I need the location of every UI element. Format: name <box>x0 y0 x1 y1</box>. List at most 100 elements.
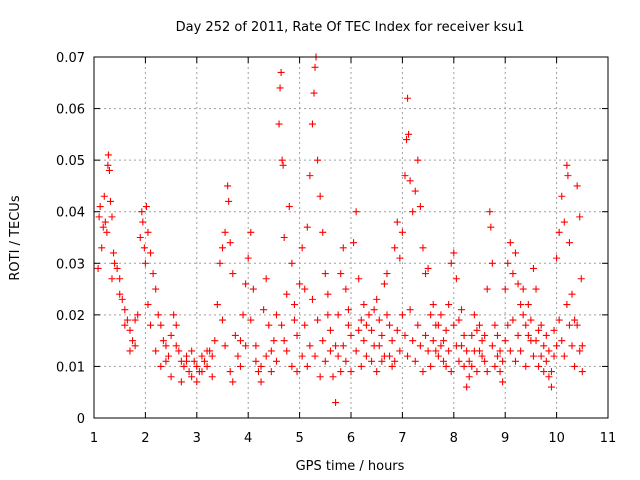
data-point <box>442 326 450 334</box>
data-point <box>506 347 514 355</box>
data-point <box>496 347 504 355</box>
data-point <box>167 331 175 339</box>
data-point <box>501 337 509 345</box>
data-point <box>108 275 116 283</box>
data-point <box>165 352 173 360</box>
data-point <box>321 270 329 278</box>
data-point <box>434 352 442 360</box>
data-point <box>254 368 262 376</box>
data-point <box>262 352 270 360</box>
data-point <box>578 342 586 350</box>
data-point <box>550 326 558 334</box>
data-point <box>219 316 226 324</box>
data-point <box>406 306 414 314</box>
data-point <box>419 368 427 376</box>
data-point <box>481 357 489 365</box>
data-point <box>193 362 201 370</box>
data-point <box>144 301 152 309</box>
data-point <box>272 357 280 365</box>
data-point <box>262 275 270 283</box>
data-point <box>560 352 568 360</box>
data-point <box>576 347 584 355</box>
data-point <box>360 337 368 345</box>
data-point <box>373 368 381 376</box>
data-point <box>437 311 445 319</box>
data-point <box>432 347 440 355</box>
data-point <box>558 337 566 345</box>
data-point <box>355 275 363 283</box>
data-point <box>216 259 224 267</box>
data-point <box>147 321 155 329</box>
data-point <box>442 362 450 370</box>
data-point <box>277 68 285 76</box>
data-point <box>324 290 332 298</box>
data-point <box>398 311 406 319</box>
data-point <box>386 321 394 329</box>
data-point <box>279 161 287 169</box>
data-point <box>177 378 185 386</box>
data-point <box>458 306 466 314</box>
data-point <box>314 156 322 164</box>
data-point <box>455 316 463 324</box>
data-point <box>362 321 370 329</box>
data-point <box>293 331 301 339</box>
data-point <box>401 172 409 180</box>
x-tick-label: 10 <box>548 431 565 446</box>
data-point <box>478 352 486 360</box>
data-point <box>106 197 114 205</box>
data-point <box>519 285 527 293</box>
data-point <box>522 321 530 329</box>
data-point <box>463 383 471 391</box>
data-point <box>529 352 537 360</box>
data-point <box>211 337 219 345</box>
data-point <box>126 347 134 355</box>
data-point <box>101 218 109 226</box>
data-point <box>198 368 206 376</box>
data-point <box>157 362 165 370</box>
data-point <box>468 362 476 370</box>
data-point <box>138 208 146 216</box>
y-tick-label: 0.02 <box>56 309 85 324</box>
data-point <box>393 218 401 226</box>
data-point <box>175 347 183 355</box>
data-point <box>326 326 334 334</box>
data-point <box>293 368 301 376</box>
data-point <box>504 259 512 267</box>
data-point <box>362 352 370 360</box>
data-point <box>468 331 476 339</box>
data-point <box>578 368 586 376</box>
data-point <box>193 378 201 386</box>
data-point <box>316 192 324 200</box>
data-point <box>573 321 581 329</box>
data-point <box>190 357 198 365</box>
data-point <box>270 337 278 345</box>
data-point <box>170 311 178 319</box>
data-point <box>532 337 540 345</box>
data-point <box>514 331 522 339</box>
data-point <box>352 347 360 355</box>
data-point <box>401 331 409 339</box>
data-point <box>162 357 170 365</box>
data-point <box>280 234 288 241</box>
data-point <box>113 264 121 272</box>
data-point <box>234 352 242 360</box>
data-point <box>447 259 455 267</box>
data-point <box>105 166 113 174</box>
grid <box>94 57 608 418</box>
data-point <box>560 218 568 226</box>
x-tick-label: 11 <box>600 431 617 446</box>
data-point <box>460 331 468 339</box>
data-point <box>290 301 298 309</box>
data-points <box>94 53 586 407</box>
axes: 1 2 3 4 5 6 7 8 9 10 11 0 0.01 0.02 0.03 0.04 0.05 0.06 0.… <box>56 51 616 446</box>
data-point <box>94 264 102 272</box>
data-point <box>276 84 284 92</box>
data-point <box>310 89 318 97</box>
data-point <box>450 321 458 329</box>
data-point <box>447 368 455 376</box>
data-point <box>370 306 378 314</box>
data-point <box>352 208 360 216</box>
data-point <box>450 249 458 257</box>
data-point <box>224 182 232 190</box>
data-point <box>540 368 548 376</box>
